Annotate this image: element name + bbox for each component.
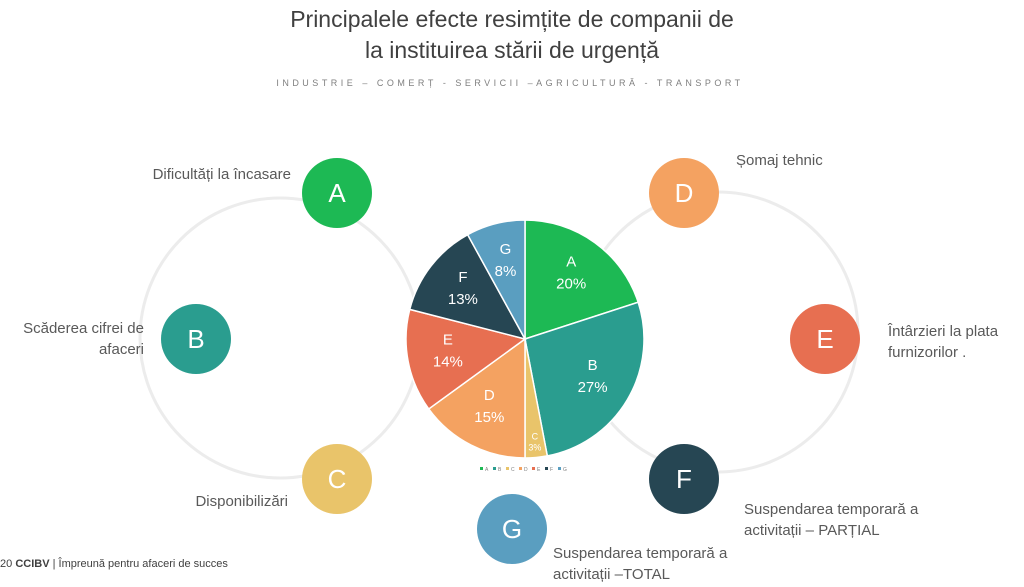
legend-swatch-e [532, 467, 535, 470]
label-a: Dificultăți la încasare [152, 166, 291, 183]
label-b-line-2: afaceri [98, 341, 144, 358]
label-b-line-1: Scăderea cifrei de [23, 320, 144, 337]
bubble-a [302, 158, 372, 228]
bubble-letter-e: E [816, 324, 833, 354]
label-g-line-1: Suspendarea temporară a [553, 545, 728, 562]
footer-separator: | [52, 558, 56, 570]
title-line-1: Principalele efecte resimțite de compani… [290, 6, 734, 32]
pie-value-label-b: 27% [578, 379, 608, 396]
legend-swatch-a [480, 467, 483, 470]
label-f: Suspendarea temporară a activitații – PA… [744, 499, 918, 541]
label-d: Șomaj tehnic [736, 152, 823, 169]
bubble-letter-d: D [675, 178, 694, 208]
pie-value-label-g: 8% [495, 263, 517, 280]
pie-value-label-a: 20% [556, 276, 586, 293]
bubble-e [790, 304, 860, 374]
label-f-line-2: activitații – PARȚIAL [744, 522, 880, 539]
pie-chart: A 20% B 27% C3% D 15% E 14% F 13% G 8% [405, 219, 645, 459]
title-line-2: la instituirea stării de urgență [364, 37, 660, 63]
legend-label-c: C [511, 467, 515, 473]
pie-value-label-f: 13% [448, 291, 478, 308]
bubble-b [161, 304, 231, 374]
bubble-d [649, 158, 719, 228]
letter-bubbles: A B C D E F G [161, 158, 860, 564]
bubble-letter-f: F [676, 464, 692, 494]
pie-category-label-c: C [532, 431, 539, 441]
legend-label-f: F [550, 467, 553, 473]
pie-slice-e [405, 308, 527, 410]
legend-swatch-d [519, 467, 522, 470]
pie-slice-g [466, 219, 526, 340]
label-b: Scăderea cifrei de afaceri [23, 318, 144, 360]
bubble-letter-b: B [187, 324, 204, 354]
legend-swatch-c [506, 467, 509, 470]
subtitle: INDUSTRIE – COMERȚ - SERVICII –AGRICULTU… [276, 78, 744, 88]
pie-value-label-c: 3% [528, 442, 541, 452]
bubble-letter-c: C [328, 464, 347, 494]
pie-category-label-b: B [588, 357, 598, 374]
legend-label-b: B [498, 467, 502, 473]
legend-label-a: A [485, 467, 489, 473]
label-c: Disponibilizări [195, 493, 288, 510]
pie-category-label-f: F [458, 269, 467, 286]
legend-label-e: E [537, 467, 541, 473]
pie-slice-b [524, 301, 645, 457]
page-title: Principalele efecte resimțite de compani… [212, 4, 812, 66]
label-f-line-1: Suspendarea temporară a [744, 501, 919, 518]
label-e: Întârzieri la plata furnizorilor . [888, 321, 998, 363]
legend-swatch-f [545, 467, 548, 470]
bubble-c [302, 444, 372, 514]
pie-category-label-e: E [443, 332, 453, 349]
label-e-line-1: Întârzieri la plata [888, 323, 999, 340]
footer-tagline: Împreună pentru afaceri de succes [58, 558, 228, 570]
footer-year: 20 [0, 558, 13, 570]
footer: 20 CCIBV | Împreună pentru afaceri de su… [0, 558, 228, 570]
pie-legend: A B C D E F G [480, 467, 567, 473]
bubble-g [477, 494, 547, 564]
legend-swatch-b [493, 467, 496, 470]
pie-category-label-g: G [500, 241, 512, 258]
footer-brand: CCIBV [15, 558, 50, 570]
label-g-line-2: activitații –TOTAL [553, 566, 670, 583]
bubble-f [649, 444, 719, 514]
bubble-letter-a: A [328, 178, 346, 208]
pie-slice-d [427, 337, 526, 459]
label-e-line-2: furnizorilor . [888, 344, 967, 361]
legend-swatch-g [558, 467, 561, 470]
legend-label-g: G [563, 467, 567, 473]
label-g: Suspendarea temporară a activitații –TOT… [553, 543, 727, 585]
pie-slice-f [408, 233, 527, 341]
pie-value-label-e: 14% [433, 354, 463, 371]
pie-category-label-a: A [566, 254, 576, 271]
pie-category-label-d: D [484, 387, 495, 404]
legend-label-d: D [524, 467, 528, 473]
pie-value-label-d: 15% [474, 409, 504, 426]
pie-slice-a [524, 219, 640, 341]
bubble-letter-g: G [502, 514, 522, 544]
